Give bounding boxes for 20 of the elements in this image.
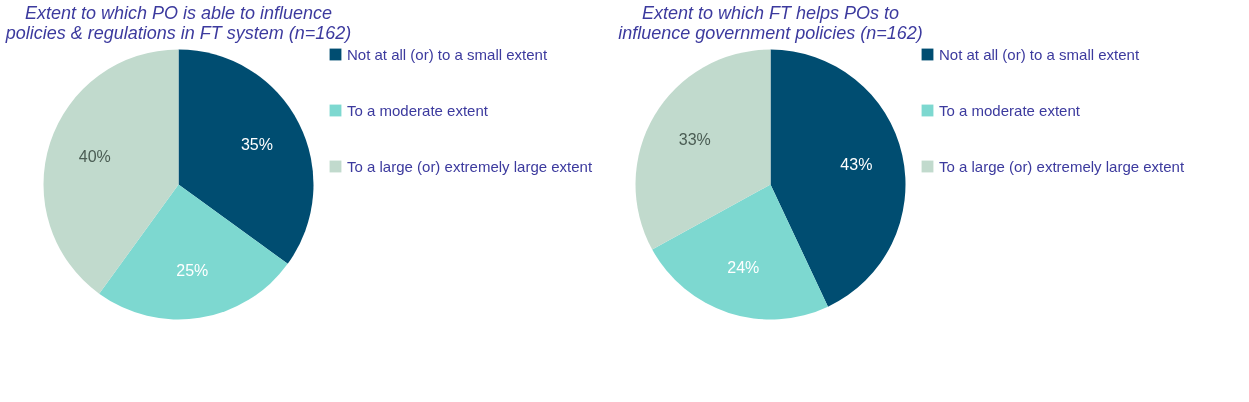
pie-slice	[43, 49, 179, 294]
chart-title: Extent to which FT helps POs to influence government policies (n=162)	[618, 3, 923, 43]
legend-label: Not at all (or) to a small extent	[347, 45, 548, 63]
legend-label: To a moderate extent	[939, 101, 1081, 119]
pie-slice	[770, 49, 906, 307]
pie-slice	[635, 49, 771, 250]
data-label: 35%	[240, 135, 273, 153]
data-label: 33%	[678, 130, 711, 148]
legend-label: To a moderate extent	[347, 101, 489, 119]
legend-label: To a large (or) extremely large extent	[939, 157, 1185, 175]
legend-label: Not at all (or) to a small extent	[939, 45, 1140, 63]
pie-slice	[178, 49, 314, 264]
data-label: 24%	[727, 259, 760, 277]
chart-title: Extent to which PO is able to influence policies & regulations in FT system (n=162)	[4, 3, 352, 43]
data-label: 43%	[840, 156, 873, 174]
data-label: 40%	[78, 148, 111, 166]
data-label: 25%	[176, 262, 209, 280]
pie-slice	[652, 184, 828, 320]
pie-slice	[99, 184, 288, 320]
legend-label: To a large (or) extremely large extent	[347, 157, 593, 175]
